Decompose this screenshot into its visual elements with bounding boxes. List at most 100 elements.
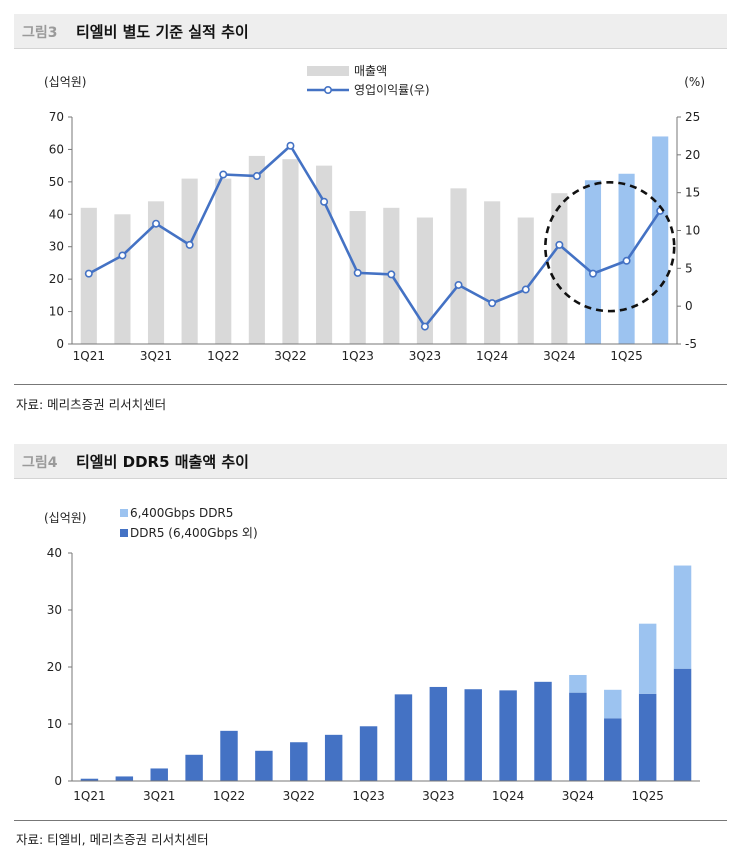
legend-bar-swatch — [307, 66, 349, 76]
margin-point — [320, 197, 329, 206]
y-tick-label: 10 — [47, 717, 62, 731]
right-tick-label: 25 — [685, 110, 700, 124]
figure3-chart: (십억원) (%) 매출액 영업이익률(우) 010203040506070-5… — [44, 64, 705, 363]
ddr5-base-bar — [150, 768, 168, 781]
left-tick-label: 30 — [49, 240, 64, 254]
left-axis-unit: (십억원) — [44, 511, 86, 525]
x-tick-label: 3Q22 — [274, 349, 306, 363]
ddr5-base-bar — [290, 742, 308, 781]
left-tick-label: 0 — [56, 337, 64, 351]
figure4-source: 자료: 티엘비, 메리츠증권 리서치센터 — [16, 832, 209, 847]
x-tick-label: 3Q23 — [409, 349, 441, 363]
ddr5-base-bar — [255, 750, 273, 781]
left-tick-label: 10 — [49, 305, 64, 319]
x-tick-label: 1Q21 — [73, 349, 105, 363]
margin-point — [219, 170, 228, 179]
revenue-bar — [248, 155, 265, 344]
margin-line — [88, 144, 662, 328]
margin-point — [152, 219, 161, 228]
margin-point — [454, 280, 463, 289]
revenue-bar — [652, 136, 669, 344]
right-axis-unit: (%) — [684, 75, 705, 89]
legend-top-swatch — [120, 509, 128, 517]
y-tick-label: 30 — [47, 603, 62, 617]
left-tick-label: 60 — [49, 142, 64, 156]
x-tick-label: 1Q22 — [207, 349, 239, 363]
left-tick-label: 50 — [49, 175, 64, 189]
x-tick-label: 1Q21 — [73, 789, 105, 803]
ddr5-6400-bar — [638, 623, 657, 694]
x-tick-label: 1Q24 — [476, 349, 508, 363]
margin-point — [588, 269, 597, 278]
ddr5-base-bar — [394, 694, 413, 781]
x-tick-label: 1Q22 — [213, 789, 245, 803]
y-tick-label: 0 — [54, 774, 62, 788]
margin-point — [286, 141, 295, 150]
ddr5-6400-bar — [569, 674, 587, 693]
margin-point — [521, 285, 530, 294]
ddr5-base-bar — [429, 686, 448, 781]
revenue-bar — [349, 211, 366, 344]
right-tick-label: 0 — [685, 299, 693, 313]
x-tick-label: 1Q25 — [610, 349, 642, 363]
ddr5-base-bar — [499, 690, 517, 781]
left-tick-label: 20 — [49, 272, 64, 286]
legend-bar-label: 매출액 — [354, 64, 387, 78]
right-tick-label: -5 — [685, 337, 697, 351]
ddr5-base-bar — [324, 734, 343, 781]
y-tick-label: 20 — [47, 660, 62, 674]
legend: 매출액 영업이익률(우) — [307, 64, 430, 97]
x-tick-label: 1Q23 — [342, 349, 374, 363]
legend-line-label: 영업이익률(우) — [354, 83, 430, 97]
left-axis-unit: (십억원) — [44, 75, 86, 89]
revenue-bar — [114, 214, 131, 344]
figure4-divider — [14, 820, 727, 821]
legend-base-swatch — [120, 529, 128, 537]
margin-point — [118, 251, 127, 260]
x-tick-label: 3Q24 — [543, 349, 575, 363]
ddr5-base-bar — [569, 692, 587, 781]
ddr5-6400-bar — [673, 565, 692, 669]
margin-point — [420, 322, 429, 331]
revenue-bar — [517, 217, 534, 344]
margin-point — [185, 240, 194, 249]
right-tick-label: 15 — [685, 186, 700, 200]
x-tick-label: 3Q22 — [283, 789, 315, 803]
margin-point — [84, 269, 93, 278]
margin-point — [387, 270, 396, 279]
revenue-bar — [282, 159, 299, 344]
ddr5-base-bar — [115, 776, 134, 781]
x-tick-label: 3Q24 — [562, 789, 594, 803]
ddr5-base-bar — [220, 730, 238, 781]
y-tick-label: 40 — [47, 546, 62, 560]
figure3-source: 자료: 메리츠증권 리서치센터 — [16, 397, 167, 412]
x-tick-label: 3Q21 — [140, 349, 172, 363]
figure4-number: 그림4 — [22, 455, 58, 471]
left-tick-label: 70 — [49, 110, 64, 124]
margin-point — [488, 299, 497, 308]
revenue-bar — [416, 217, 433, 344]
ddr5-base-bar — [185, 754, 203, 781]
legend-line-marker — [323, 85, 332, 94]
revenue-bar — [450, 188, 467, 344]
figure3-number: 그림3 — [22, 25, 58, 41]
margin-point — [353, 268, 362, 277]
figure4-title: 티엘비 DDR5 매출액 추이 — [76, 453, 249, 471]
revenue-bar — [181, 178, 198, 344]
revenue-bar — [147, 201, 165, 344]
legend-top-label: 6,400Gbps DDR5 — [130, 506, 233, 520]
ddr5-base-bar — [638, 693, 657, 781]
ddr5-base-bar — [359, 726, 378, 781]
x-tick-label: 3Q23 — [422, 789, 454, 803]
figure4-panel: 그림4 티엘비 DDR5 매출액 추이 (십억원) 6,400Gbps DDR5… — [0, 430, 745, 862]
right-tick-label: 10 — [685, 224, 700, 238]
ddr5-base-bar — [464, 689, 482, 781]
margin-point — [252, 172, 261, 181]
ddr5-base-bar — [604, 718, 622, 781]
figure4-title-bar: 그림4 티엘비 DDR5 매출액 추이 — [14, 444, 727, 479]
figure3-panel: 그림3 티엘비 별도 기준 실적 추이 (십억원) (%) 매출액 영업이익률(… — [0, 0, 745, 420]
highlight-circle — [544, 180, 676, 313]
x-tick-label: 1Q25 — [631, 789, 663, 803]
right-tick-label: 20 — [685, 148, 700, 162]
legend-base-label: DDR5 (6,400Gbps 외) — [130, 526, 258, 540]
